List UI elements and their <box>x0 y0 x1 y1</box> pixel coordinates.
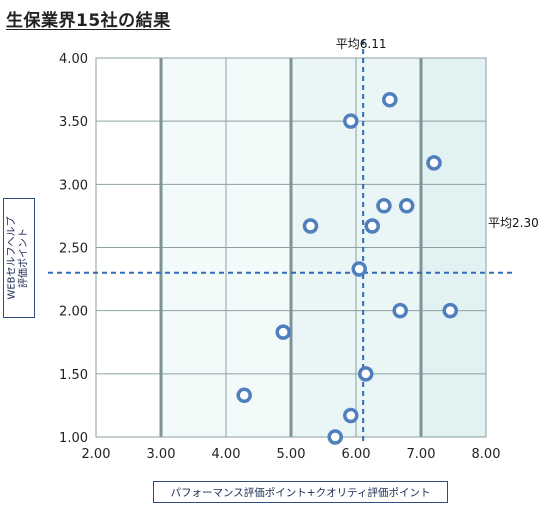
data-point <box>364 218 380 234</box>
x-tick-labels: 2.00 3.00 4.00 5.00 6.00 7.00 8.00 <box>82 447 501 462</box>
data-point <box>442 302 458 319</box>
data-point <box>343 407 359 424</box>
x-axis-title: パフォーマンス評価ポイント+クオリティ評価ポイント <box>170 486 431 499</box>
y-tick-label: 1.50 <box>59 368 88 383</box>
x-tick-label: 7.00 <box>407 447 436 462</box>
data-point <box>358 366 374 382</box>
data-point <box>327 429 343 445</box>
x-tick-label: 5.00 <box>277 447 306 462</box>
page-title: 生保業界15社の結果 <box>6 11 171 31</box>
data-point <box>351 261 367 277</box>
plot-border <box>95 57 487 438</box>
x-tick-label: 3.00 <box>147 447 176 462</box>
x-tick-label: 8.00 <box>472 447 501 462</box>
x-tick-label: 4.00 <box>212 447 241 462</box>
y-tick-label: 2.00 <box>59 305 88 320</box>
average-x-label: 平均6.11 <box>336 37 387 51</box>
average-y-label: 平均2.30 <box>488 216 539 230</box>
y-tick-label: 2.50 <box>59 242 88 257</box>
data-point <box>343 113 359 129</box>
data-point <box>302 218 319 234</box>
x-tick-label: 2.00 <box>82 447 111 462</box>
data-point <box>376 198 392 214</box>
data-points <box>236 91 458 445</box>
x-tick-label: 6.00 <box>342 447 371 462</box>
data-point <box>398 198 415 214</box>
x-axis-title-box: パフォーマンス評価ポイント+クオリティ評価ポイント <box>153 481 448 503</box>
data-point <box>382 91 398 108</box>
y-tick-label: 4.00 <box>59 52 88 67</box>
data-point <box>392 302 408 319</box>
y-tick-label: 3.50 <box>59 115 88 130</box>
data-point <box>236 387 252 404</box>
y-axis-title: WEBセルフヘルプ 評価ポイント <box>7 216 31 300</box>
y-tick-label: 1.00 <box>59 431 88 446</box>
data-point <box>426 155 442 171</box>
y-tick-label: 3.00 <box>59 178 88 193</box>
y-axis-title-box: WEBセルフヘルプ 評価ポイント <box>3 198 35 318</box>
data-point <box>275 324 291 340</box>
y-tick-labels: 1.00 1.50 2.00 2.50 3.00 3.50 4.00 <box>59 52 88 446</box>
